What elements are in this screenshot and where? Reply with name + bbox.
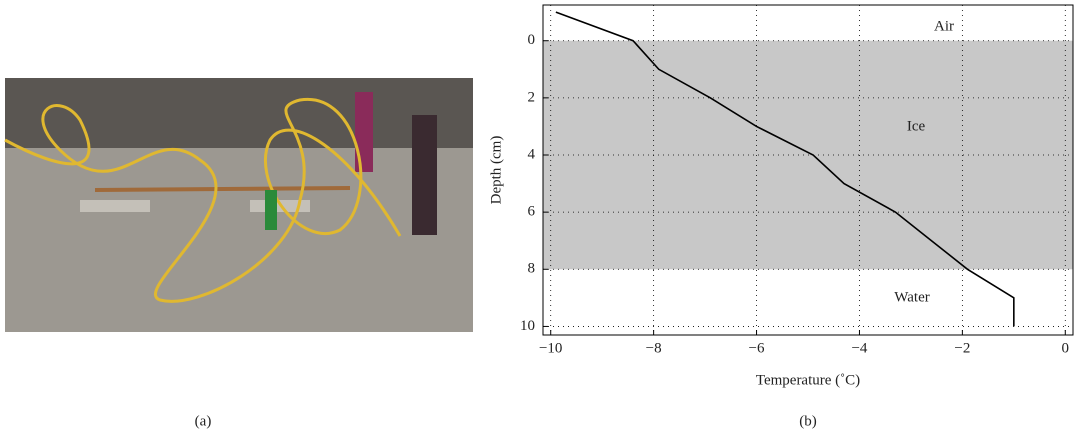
x-tick-label: −8 [646, 340, 662, 356]
x-tick-label: −4 [851, 340, 867, 356]
region-label: Air [934, 18, 954, 34]
y-tick-label: 10 [520, 318, 535, 334]
plot-frame [542, 4, 1074, 336]
y-axis-label: Depth (cm) [488, 136, 504, 205]
y-tick-label: 2 [528, 89, 536, 105]
region-label: Water [894, 289, 929, 305]
photo [4, 78, 473, 332]
x-tick-label: −2 [954, 340, 970, 356]
x-tick-label: −10 [539, 340, 562, 356]
panel-label: (b) [799, 413, 817, 429]
y-tick-label: 4 [528, 146, 536, 162]
y-tick-label: 6 [528, 204, 536, 220]
region-label: Ice [907, 118, 926, 134]
panel-label: (a) [195, 413, 212, 429]
x-axis-label: Temperature (˚C) [756, 372, 860, 388]
temperature-line [555, 11, 1015, 327]
y-tick-label: 0 [528, 32, 536, 48]
x-tick-label: −6 [749, 340, 765, 356]
x-tick-label: 0 [1062, 340, 1070, 356]
y-tick-label: 8 [528, 261, 536, 277]
